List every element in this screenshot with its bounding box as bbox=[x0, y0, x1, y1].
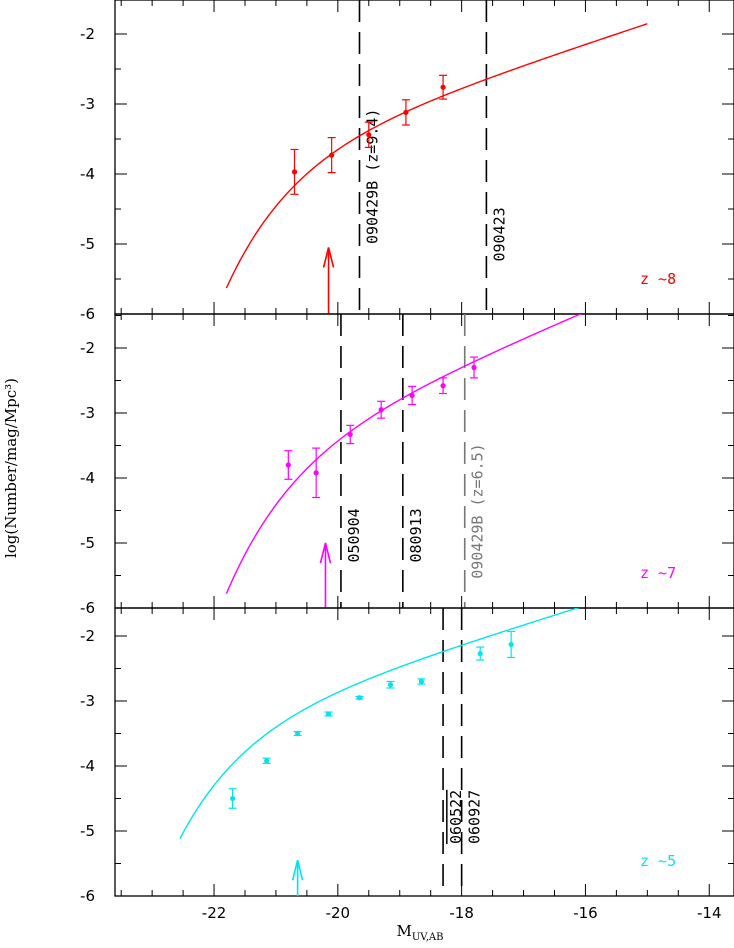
panel-plot-area: 060522 060927 bbox=[179, 608, 580, 896]
panel-bottom: -2 -3 -4 -5 -6 060522 060927 z ~5 bbox=[80, 607, 734, 905]
y-tick-label: -4 bbox=[80, 165, 95, 183]
x-tick-label: -16 bbox=[573, 904, 598, 922]
panel-frame bbox=[114, 0, 734, 315]
data-point bbox=[347, 431, 353, 438]
y-tick-label: -2 bbox=[80, 25, 95, 43]
data-point bbox=[440, 383, 446, 389]
x-tick-label: -14 bbox=[697, 904, 722, 922]
y-tick-label: -6 bbox=[80, 887, 95, 905]
limit-arrow-head bbox=[291, 860, 304, 881]
data-point bbox=[285, 462, 291, 468]
x-tick-label: -20 bbox=[326, 904, 351, 922]
data-point bbox=[313, 470, 319, 476]
data-point bbox=[418, 678, 425, 685]
data-point bbox=[440, 84, 446, 90]
panel-frame bbox=[114, 607, 734, 897]
x-tick-label: -22 bbox=[202, 904, 227, 922]
data-point bbox=[471, 364, 477, 371]
data-point bbox=[295, 730, 301, 737]
panel-plot-area: 090429B (z=9.4) 090423 bbox=[225, 0, 648, 314]
limit-arrow-head bbox=[319, 542, 332, 564]
grb-label: 090423 bbox=[490, 207, 508, 261]
data-point bbox=[264, 758, 270, 764]
y-tick-label: -5 bbox=[80, 235, 95, 253]
data-point bbox=[329, 152, 335, 158]
data-point bbox=[356, 695, 363, 701]
y-tick-label: -6 bbox=[80, 305, 95, 323]
x-tick-label: -18 bbox=[449, 904, 474, 922]
redshift-label: z ~5 bbox=[640, 852, 676, 870]
panel-top: -2 -3 -4 -5 -6 090429B (z=9.4) 090423 z ~8 bbox=[80, 0, 734, 323]
y-tick-label: -4 bbox=[80, 469, 95, 487]
data-point bbox=[508, 641, 514, 648]
data-point bbox=[325, 711, 332, 717]
panel-middle: -2 -3 -4 -5 -6 050904 080913 090429B (z=6.5) z ~… bbox=[80, 313, 734, 617]
grb-label: 090429B (z=6.5) bbox=[469, 443, 487, 578]
x-axis-label-subscript: UV,AB bbox=[412, 932, 444, 943]
data-point bbox=[477, 650, 483, 657]
grb-label: 060522 bbox=[447, 790, 465, 844]
data-point bbox=[387, 682, 394, 688]
y-tick-label: -4 bbox=[80, 757, 95, 775]
data-point bbox=[378, 407, 384, 413]
x-axis-label-main: M bbox=[396, 922, 411, 940]
fit-curve bbox=[179, 608, 580, 839]
limit-arrow-head bbox=[322, 247, 335, 268]
y-tick-label: -5 bbox=[80, 534, 95, 552]
panel-plot-area: 050904 080913 090429B (z=6.5) bbox=[225, 314, 583, 608]
y-tick-label: -2 bbox=[80, 627, 95, 645]
y-tick-label: -3 bbox=[80, 692, 95, 710]
data-point bbox=[366, 132, 372, 138]
y-tick-label: -2 bbox=[80, 339, 95, 357]
fit-curve bbox=[225, 23, 648, 289]
grb-label: 050904 bbox=[345, 508, 363, 562]
data-point bbox=[409, 392, 415, 399]
y-tick-label: -5 bbox=[80, 822, 95, 840]
y-tick-label: -3 bbox=[80, 404, 95, 422]
y-tick-label: -6 bbox=[80, 599, 95, 617]
x-axis-label: MUV,AB bbox=[396, 922, 443, 943]
grb-label: 090429B (z=9.4) bbox=[364, 109, 382, 244]
grb-label: 060927 bbox=[466, 790, 484, 844]
y-tick-label: -3 bbox=[80, 95, 95, 113]
data-point bbox=[230, 795, 236, 802]
redshift-label: z ~8 bbox=[640, 270, 676, 288]
redshift-label: z ~7 bbox=[640, 564, 676, 582]
data-point bbox=[403, 109, 409, 115]
y-axis-label: log(Number/mag/Mpc³) bbox=[2, 378, 20, 558]
data-point bbox=[291, 169, 298, 175]
grb-label: 080913 bbox=[407, 508, 425, 562]
